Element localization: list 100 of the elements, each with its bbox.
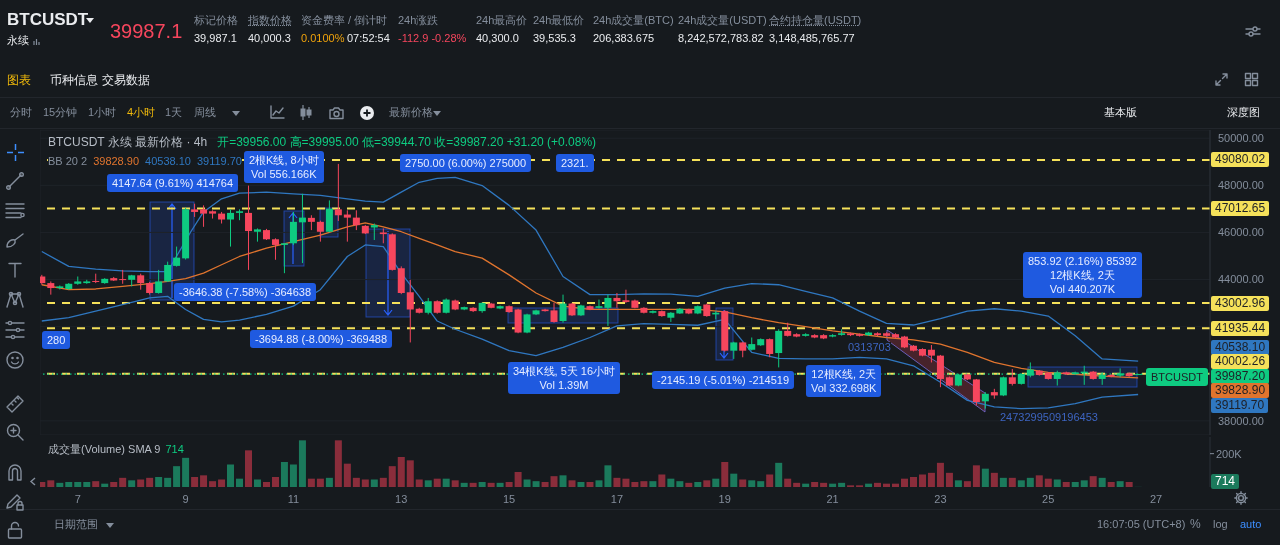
text: 40538.10 — [1215, 339, 1266, 354]
candlestick — [316, 220, 324, 243]
x-tick-label: 13 — [395, 492, 408, 505]
bar — [146, 477, 154, 487]
bar — [352, 477, 360, 487]
annotation: 12根K线, 2天 Vol 332.698K — [806, 365, 882, 397]
annotation: 2473299509196453 — [1000, 411, 1098, 423]
text: BTCUSDT 永续 最新价格 · 4h — [48, 135, 208, 149]
bar — [1080, 480, 1088, 487]
bar — [694, 482, 702, 487]
text: 资金费率 / 倒计时 — [301, 14, 388, 26]
bar — [999, 477, 1007, 487]
bar — [316, 478, 324, 487]
candlestick — [352, 209, 360, 231]
text: 4小时 — [127, 106, 156, 118]
text: 币种信息 — [50, 73, 98, 87]
bar — [568, 480, 576, 487]
bar — [451, 480, 459, 487]
y-tick-label: 50000.00 — [1218, 132, 1264, 145]
candlestick — [271, 237, 279, 261]
bar — [271, 477, 279, 487]
bar — [963, 481, 971, 487]
bar — [550, 476, 558, 487]
x-tick-label: 27 — [1149, 492, 1163, 505]
bar — [1053, 479, 1061, 487]
text: 周线 — [194, 106, 216, 118]
bar — [298, 440, 306, 487]
bar — [1071, 482, 1079, 487]
bar — [739, 479, 747, 487]
bar — [478, 482, 486, 487]
annotation: 39828.90 — [93, 155, 140, 167]
bar — [793, 482, 801, 487]
bar — [927, 472, 935, 487]
bar — [128, 480, 136, 487]
candlestick — [119, 269, 127, 285]
text: 深度图 — [1227, 106, 1260, 118]
bar — [1089, 476, 1097, 487]
bar — [775, 462, 783, 487]
bar — [829, 483, 837, 487]
candlestick — [334, 163, 342, 222]
candlestick — [280, 242, 288, 274]
x-tick-label: 23 — [934, 492, 947, 505]
bar — [110, 482, 118, 487]
annotation: 714 — [165, 443, 184, 455]
annotation: 2321. — [556, 154, 594, 172]
bar — [577, 482, 585, 487]
candlestick — [325, 199, 333, 233]
bar — [838, 482, 846, 487]
bar — [721, 462, 729, 487]
text: 39,535.3 — [533, 32, 576, 44]
bar — [1062, 482, 1070, 487]
bar — [40, 482, 46, 487]
bar — [703, 480, 711, 487]
x-tick-label: 9 — [182, 492, 189, 505]
text: 8,242,572,783.82 — [678, 32, 764, 44]
bar — [245, 450, 253, 487]
bar — [712, 478, 720, 487]
x-tick-label: 25 — [1042, 492, 1055, 505]
bar — [469, 482, 477, 487]
bar — [613, 477, 621, 487]
bar — [883, 483, 891, 487]
bar — [209, 481, 217, 487]
text: 3,148,485,765.77 — [769, 32, 855, 44]
y-tick-label: 200K — [1216, 447, 1243, 460]
candlestick — [559, 294, 567, 324]
bar — [47, 480, 55, 487]
ref-line-label: 47012.65 — [1211, 201, 1270, 217]
text: 成交量(Volume) SMA 9 — [48, 443, 161, 455]
bar — [909, 477, 917, 487]
bar — [361, 479, 369, 487]
x-tick-label: 11 — [287, 492, 300, 505]
text: 1天 — [165, 106, 183, 118]
x-tick-label: 7 — [74, 492, 81, 505]
bar — [541, 482, 549, 487]
line-series — [41, 176, 1139, 362]
bar — [236, 478, 244, 487]
candlestick — [766, 337, 774, 358]
bar — [280, 462, 288, 487]
bar — [1125, 482, 1133, 487]
bar — [936, 462, 944, 487]
candlestick — [155, 269, 163, 295]
bar — [433, 478, 441, 487]
text: BTCUSDT — [7, 10, 89, 29]
bar — [811, 482, 819, 487]
candlestick — [613, 292, 621, 309]
candlestick — [200, 204, 208, 228]
bar — [406, 460, 414, 487]
annotation: 2750.00 (6.00%) 275000 — [400, 154, 532, 172]
text: 0.0100% — [301, 32, 345, 44]
bar — [990, 472, 998, 487]
candlestick — [550, 302, 558, 324]
bar — [92, 481, 100, 487]
text: 合约持仓量(USDT) — [769, 14, 862, 26]
bar — [595, 480, 603, 487]
candlestick — [227, 208, 235, 248]
bar — [74, 482, 82, 487]
text: % — [1190, 517, 1201, 531]
bar — [1044, 478, 1052, 487]
bar — [379, 477, 387, 487]
candlestick — [245, 185, 253, 271]
